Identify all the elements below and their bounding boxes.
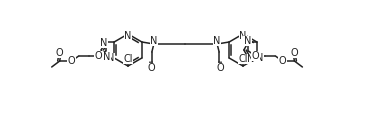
Text: Cl: Cl xyxy=(238,54,248,64)
Text: N: N xyxy=(107,53,115,63)
Text: N: N xyxy=(103,52,110,62)
Text: N: N xyxy=(244,36,251,46)
Text: O: O xyxy=(279,56,286,66)
Text: N: N xyxy=(100,38,107,48)
Text: N: N xyxy=(124,31,132,41)
Text: N: N xyxy=(214,36,221,46)
Text: N: N xyxy=(247,54,254,64)
Text: O: O xyxy=(95,51,102,61)
Text: N: N xyxy=(150,36,157,46)
Text: O: O xyxy=(56,48,64,58)
Text: O: O xyxy=(216,63,224,73)
Text: N: N xyxy=(239,31,247,41)
Text: O: O xyxy=(252,51,259,61)
Text: O: O xyxy=(291,48,298,58)
Text: O: O xyxy=(68,56,76,66)
Text: N: N xyxy=(256,53,264,63)
Text: O: O xyxy=(147,63,155,73)
Text: Cl: Cl xyxy=(123,54,133,64)
